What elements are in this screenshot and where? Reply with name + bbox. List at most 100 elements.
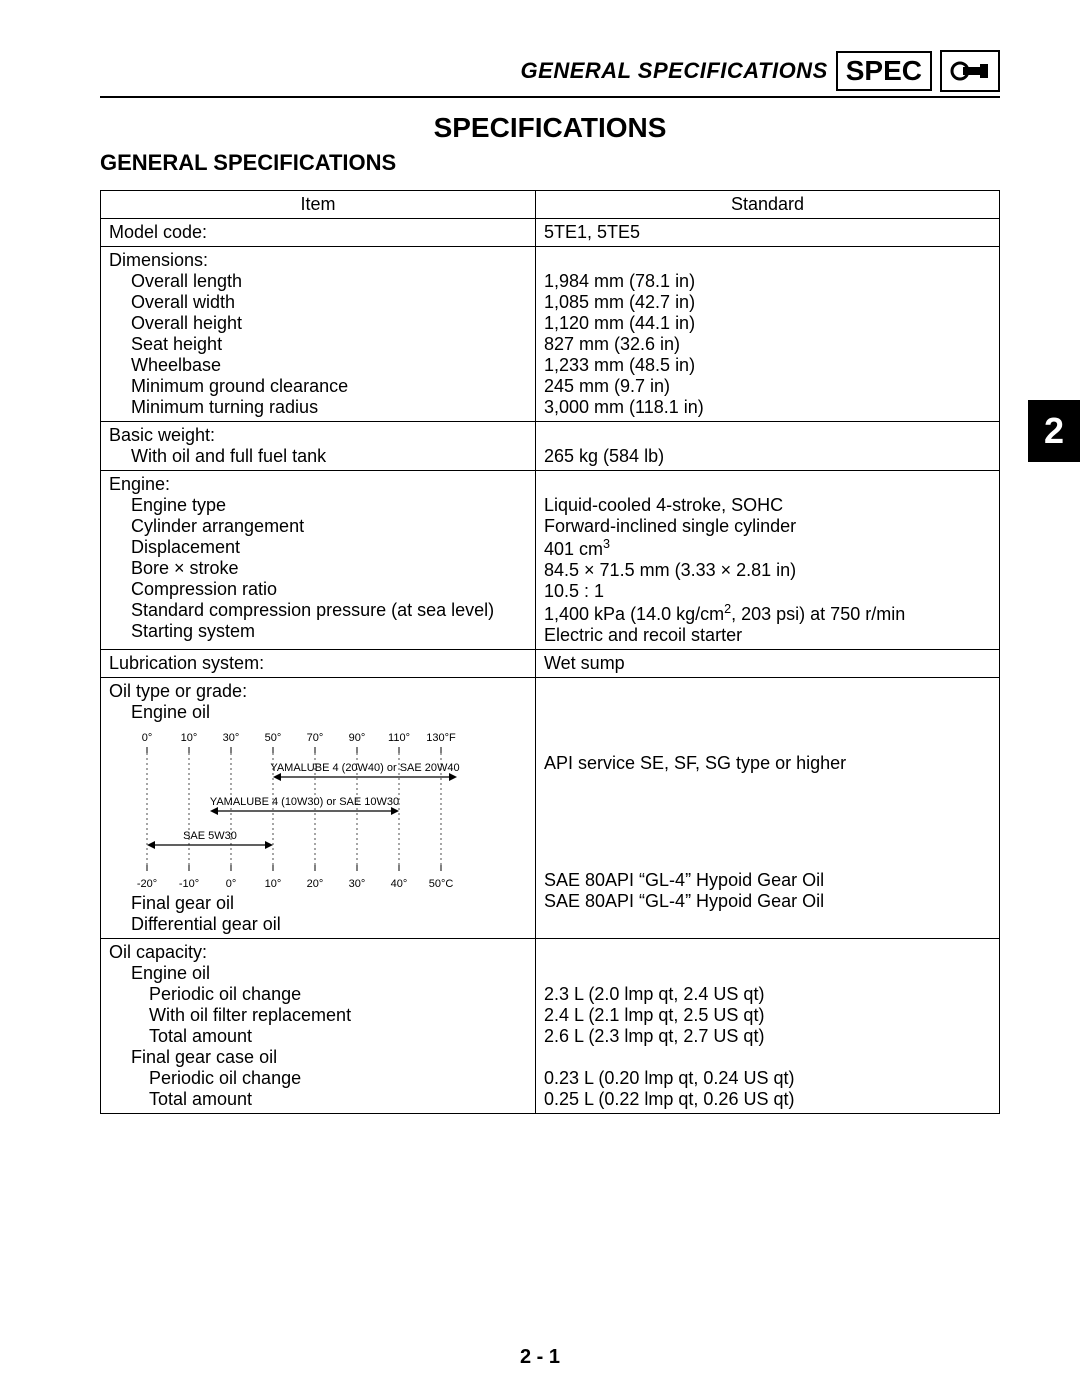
spec-value: 2.6 L (2.3 lmp qt, 2.7 US qt) [544, 1026, 991, 1047]
spec-item: Overall length [109, 271, 527, 292]
spec-item: Engine oil [109, 963, 527, 984]
svg-text:40°: 40° [391, 878, 408, 889]
svg-text:10°: 10° [265, 878, 282, 889]
spec-item: Total amount [109, 1089, 527, 1110]
spec-value [544, 942, 991, 963]
spec-icon-box [940, 50, 1000, 92]
spec-item: Periodic oil change [109, 984, 527, 1005]
spec-value: 1,120 mm (44.1 in) [544, 313, 991, 334]
spec-value: 2.4 L (2.1 lmp qt, 2.5 US qt) [544, 1005, 991, 1026]
spec-item: Bore × stroke [109, 558, 527, 579]
spec-value: 827 mm (32.6 in) [544, 334, 991, 355]
section-title: GENERAL SPECIFICATIONS [100, 150, 1000, 176]
table-row: Lubrication system: Wet sump [101, 650, 1000, 678]
spec-box: SPEC [836, 51, 932, 91]
spec-value: 1,085 mm (42.7 in) [544, 292, 991, 313]
spec-item: Minimum ground clearance [109, 376, 527, 397]
svg-text:YAMALUBE 4 (20W40) or SAE 20W4: YAMALUBE 4 (20W40) or SAE 20W40 [270, 762, 459, 774]
spec-item: Differential gear oil [109, 914, 527, 935]
spec-value: Liquid-cooled 4-stroke, SOHC [544, 495, 991, 516]
spec-value: 3,000 mm (118.1 in) [544, 397, 991, 418]
spec-value: 5TE1, 5TE5 [544, 222, 991, 243]
spec-icon [950, 58, 990, 84]
svg-text:50°: 50° [265, 732, 282, 744]
spec-item: Seat height [109, 334, 527, 355]
spec-value: 84.5 × 71.5 mm (3.33 × 2.81 in) [544, 560, 991, 581]
header-label: GENERAL SPECIFICATIONS [521, 58, 828, 84]
spec-value: 0.23 L (0.20 lmp qt, 0.24 US qt) [544, 1068, 991, 1089]
spec-item: Final gear oil [109, 893, 527, 914]
chapter-tab: 2 [1028, 400, 1080, 462]
svg-text:30°: 30° [349, 878, 366, 889]
spec-item: Periodic oil change [109, 1068, 527, 1089]
svg-text:110°: 110° [388, 732, 410, 744]
spec-table: Item Standard Model code:5TE1, 5TE5Dimen… [100, 190, 1000, 1114]
spec-item: Overall height [109, 313, 527, 334]
svg-text:0°: 0° [142, 732, 153, 744]
spec-value: 2.3 L (2.0 lmp qt, 2.4 US qt) [544, 984, 991, 1005]
svg-text:SAE 5W30: SAE 5W30 [183, 830, 237, 842]
spec-item: Cylinder arrangement [109, 516, 527, 537]
spec-item: Standard compression pressure (at sea le… [109, 600, 527, 621]
main-title: SPECIFICATIONS [100, 112, 1000, 144]
svg-text:50°C: 50°C [429, 878, 454, 889]
page-number: 2 - 1 [0, 1346, 1080, 1369]
svg-text:90°: 90° [349, 732, 366, 744]
spec-item: Oil type or grade: [109, 681, 527, 702]
spec-value: 245 mm (9.7 in) [544, 376, 991, 397]
spec-value: SAE 80API “GL-4” Hypoid Gear Oil [544, 870, 991, 891]
page-header: GENERAL SPECIFICATIONS SPEC [100, 50, 1000, 98]
oil-chart-container: 0°10°30°50°70°90°110°130°F-20°-10°0°10°2… [127, 729, 527, 889]
spec-value: 10.5 : 1 [544, 581, 991, 602]
spec-item: Model code: [109, 222, 527, 243]
svg-text:YAMALUBE 4 (10W30) or SAE 10W3: YAMALUBE 4 (10W30) or SAE 10W30 [210, 796, 399, 808]
spec-value: SAE 80API “GL-4” Hypoid Gear Oil [544, 891, 991, 912]
spec-value: 1,400 kPa (14.0 kg/cm2, 203 psi) at 750 … [544, 602, 991, 625]
spec-item: Lubrication system: [109, 653, 527, 674]
spec-item: Engine oil [109, 702, 527, 723]
spec-item: With oil filter replacement [109, 1005, 527, 1026]
svg-text:-10°: -10° [179, 878, 199, 889]
oil-viscosity-chart: 0°10°30°50°70°90°110°130°F-20°-10°0°10°2… [127, 729, 527, 889]
page: GENERAL SPECIFICATIONS SPEC SPECIFICATIO… [0, 0, 1080, 1397]
table-row: Oil capacity:Engine oilPeriodic oil chan… [101, 939, 1000, 1114]
svg-text:0°: 0° [226, 878, 237, 889]
spec-value [544, 702, 991, 723]
spec-value: 401 cm3 [544, 537, 991, 560]
spec-item: Total amount [109, 1026, 527, 1047]
table-row: Dimensions:Overall lengthOverall widthOv… [101, 247, 1000, 422]
spec-value: Electric and recoil starter [544, 625, 991, 646]
spec-value [544, 681, 991, 702]
spec-value: 1,233 mm (48.5 in) [544, 355, 991, 376]
spec-value: 1,984 mm (78.1 in) [544, 271, 991, 292]
spec-value: Forward-inclined single cylinder [544, 516, 991, 537]
table-head-std: Standard [536, 191, 1000, 219]
spec-value: 265 kg (584 lb) [544, 446, 991, 467]
svg-text:70°: 70° [307, 732, 324, 744]
spec-item: Engine type [109, 495, 527, 516]
spec-value [544, 1047, 991, 1068]
table-row: Oil type or grade:Engine oil 0° 10° 30° 50° 7… [101, 678, 1000, 939]
spec-item: Overall width [109, 292, 527, 313]
table-row: Model code: 5TE1, 5TE5 [101, 219, 1000, 247]
spec-value: Wet sump [544, 653, 991, 674]
spec-item: Wheelbase [109, 355, 527, 376]
spec-item: Compression ratio [109, 579, 527, 600]
svg-text:10°: 10° [181, 732, 198, 744]
spec-item: Final gear case oil [109, 1047, 527, 1068]
spec-value [544, 963, 991, 984]
spec-item: Displacement [109, 537, 527, 558]
spec-item: Oil capacity: [109, 942, 527, 963]
spec-value [544, 474, 991, 495]
svg-text:-20°: -20° [137, 878, 157, 889]
spec-item: With oil and full fuel tank [109, 446, 527, 467]
spec-item: Minimum turning radius [109, 397, 527, 418]
spec-item: Basic weight: [109, 425, 527, 446]
svg-text:30°: 30° [223, 732, 240, 744]
svg-text:20°: 20° [307, 878, 324, 889]
spec-item: Engine: [109, 474, 527, 495]
table-row: Basic weight:With oil and full fuel tank… [101, 422, 1000, 471]
spec-value: API service SE, SF, SG type or higher [544, 753, 991, 774]
spec-item: Dimensions: [109, 250, 527, 271]
spec-value [544, 425, 991, 446]
